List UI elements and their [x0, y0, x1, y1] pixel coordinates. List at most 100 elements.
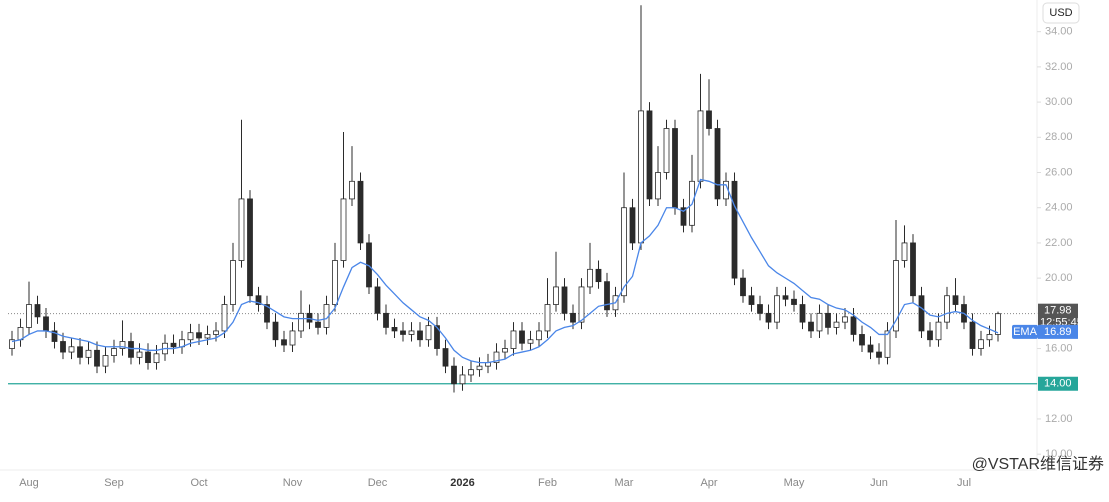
candle-body: [808, 321, 814, 332]
y-tick-label: 10.00: [1045, 448, 1073, 460]
candle-body: [315, 321, 321, 328]
candle-body: [901, 242, 908, 261]
y-tick-label: 12.00: [1045, 413, 1073, 425]
candle-body: [544, 304, 551, 332]
candle-body: [94, 349, 100, 367]
candle-body: [340, 198, 347, 261]
candle-body: [170, 342, 177, 348]
x-tick-label: Sep: [104, 477, 124, 489]
candle-body: [969, 321, 976, 349]
candle-body: [986, 334, 993, 341]
candle-body: [476, 365, 483, 371]
x-tick-label: Nov: [283, 477, 303, 489]
candle-body: [748, 295, 755, 305]
candle-body: [408, 330, 415, 335]
candle-body: [876, 351, 882, 358]
watermark: @VSTAR维信证券: [972, 455, 1104, 473]
candle-body: [553, 286, 559, 305]
level-label: 14.00: [1044, 378, 1072, 390]
candle-body: [43, 316, 49, 332]
x-tick-label: Dec: [368, 477, 388, 489]
candle-body: [740, 277, 746, 297]
candle-body: [306, 312, 313, 323]
candle-body: [111, 348, 117, 356]
candle-body: [910, 242, 916, 297]
candle-body: [187, 332, 194, 341]
candle-body: [672, 128, 678, 209]
y-tick-label: 26.00: [1045, 166, 1073, 178]
x-tick-label: Mar: [615, 477, 634, 489]
x-tick-label: 2026: [450, 477, 474, 489]
candle-body: [842, 316, 848, 323]
candle-body: [510, 330, 517, 349]
candle-body: [519, 330, 525, 344]
candle-body: [85, 349, 92, 358]
currency-label: USD: [1049, 7, 1072, 19]
candle-body: [264, 304, 270, 323]
candle-body: [451, 365, 457, 385]
ema-line: [11, 178, 999, 364]
candle-body: [247, 198, 253, 297]
candle-body: [757, 304, 763, 314]
candle-body: [281, 339, 287, 346]
candle-body: [646, 110, 653, 200]
candle-body: [417, 330, 423, 341]
candle-body: [332, 260, 338, 305]
candle-body: [400, 330, 406, 335]
candle-body: [204, 334, 211, 339]
candle-body: [655, 172, 661, 200]
candle-body: [833, 321, 840, 328]
level-box: [1038, 376, 1078, 391]
candle-body: [442, 348, 449, 367]
y-tick-label: 24.00: [1045, 202, 1073, 214]
candle-body: [714, 128, 721, 200]
candle-body: [493, 351, 500, 364]
candle-body: [680, 207, 687, 226]
candle-body: [34, 304, 41, 318]
candle-body: [782, 295, 789, 300]
candle-body: [374, 286, 381, 314]
x-tick-label: Apr: [700, 477, 717, 489]
last-price-label: 17.98: [1044, 305, 1072, 317]
candle-body: [706, 110, 712, 129]
candle-body: [621, 207, 627, 297]
candle-body: [153, 353, 160, 364]
candle-body: [978, 339, 984, 349]
x-tick-label: May: [784, 477, 805, 489]
candle-body: [60, 341, 66, 353]
candle-body: [578, 286, 585, 323]
candle-body: [570, 312, 576, 323]
candle-body: [349, 180, 355, 200]
y-tick-label: 30.00: [1045, 96, 1073, 108]
candle-body: [502, 348, 508, 353]
candle-body: [434, 325, 440, 349]
ema-value-label: 16.89: [1044, 326, 1072, 338]
candle-body: [604, 281, 610, 311]
candle-body: [595, 268, 602, 283]
x-tick-label: Oct: [190, 477, 207, 489]
candle-body: [298, 312, 304, 332]
candle-body: [995, 313, 1001, 335]
candle-body: [468, 369, 474, 376]
candle-body: [255, 295, 262, 305]
candle-body: [536, 330, 542, 341]
y-tick-label: 32.00: [1045, 61, 1073, 73]
x-tick-label: Aug: [19, 477, 39, 489]
candle-body: [884, 330, 891, 358]
x-tick-label: Feb: [538, 477, 557, 489]
candle-body: [944, 295, 950, 323]
candle-body: [952, 295, 959, 305]
candle-body: [663, 128, 670, 173]
candle-body: [859, 334, 865, 346]
currency-box: [1042, 2, 1080, 24]
candle-body: [629, 207, 636, 244]
x-tick-label: Jun: [870, 477, 888, 489]
y-tick-label: 16.00: [1045, 342, 1073, 354]
candle-body: [136, 351, 143, 358]
candle-body: [927, 330, 933, 341]
candle-body: [213, 330, 219, 335]
candle-body: [774, 295, 780, 323]
candle-body: [68, 346, 75, 353]
candle-body: [238, 198, 245, 261]
candle-body: [731, 180, 738, 279]
